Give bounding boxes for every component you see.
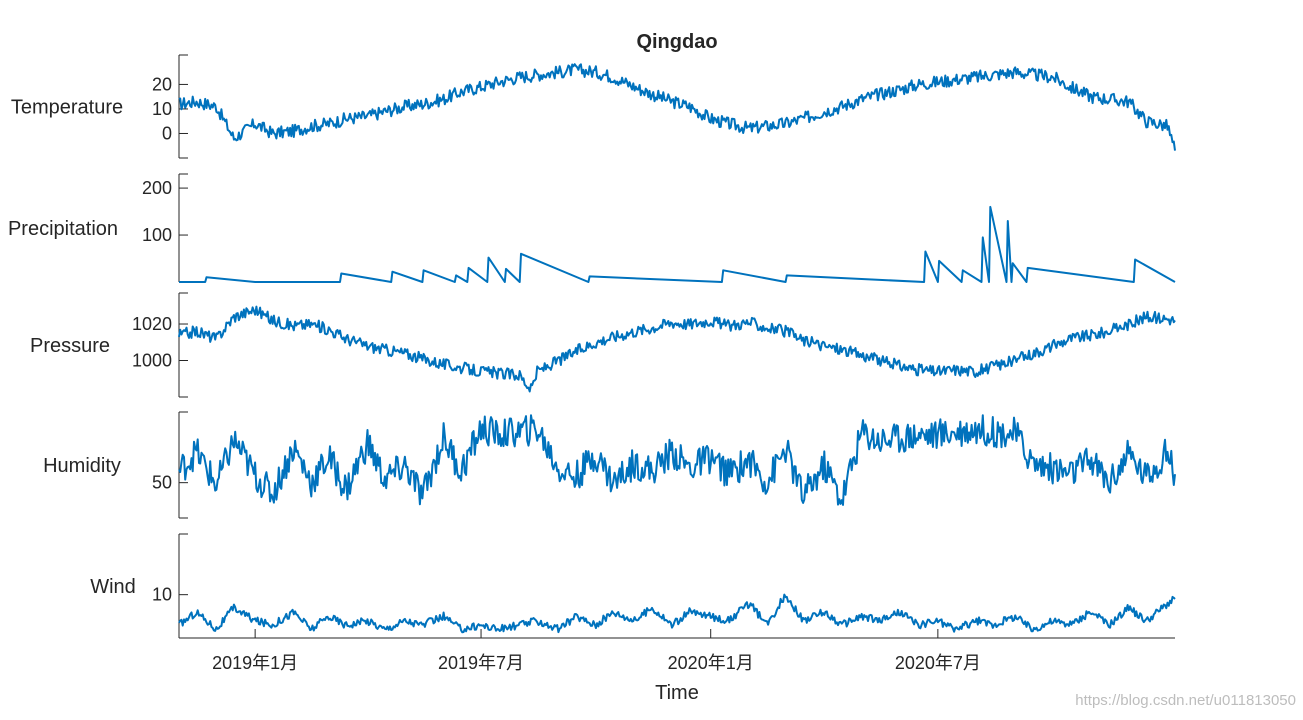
y-axis-label: Precipitation	[8, 218, 118, 240]
panel-pressure: 1000 1020 Pressure	[30, 292, 1176, 398]
x-axis-label: Time	[655, 682, 699, 704]
y-axis-label: Pressure	[30, 335, 110, 357]
y-tick-label: 1000	[132, 351, 172, 371]
panel-precipitation: 100 200 Precipitation	[8, 173, 1176, 283]
watermark-text: https://blog.csdn.net/u011813050	[1075, 692, 1296, 709]
y-tick-label: 100	[142, 225, 172, 245]
series-line-pressure	[178, 305, 1176, 393]
x-tick-label: 2020年1月	[668, 653, 754, 673]
x-tick-label: 2019年7月	[438, 653, 524, 673]
panel-temperature: 0 10 20 Temperature	[11, 54, 1176, 159]
panel-humidity: 50 Humidity	[43, 411, 1176, 519]
x-tick-label: 2020年7月	[895, 653, 981, 673]
series-line-wind	[178, 593, 1176, 634]
y-tick-label: 0	[162, 123, 172, 143]
series-line-precipitation	[179, 205, 1176, 283]
panel-wind: 10 Wind	[90, 533, 1176, 639]
series-line-humidity	[178, 414, 1176, 506]
y-axis-label: Temperature	[11, 97, 123, 119]
x-axis: 2019年1月 2019年7月 2020年1月 2020年7月	[179, 629, 1175, 673]
chart-title: Qingdao	[636, 31, 717, 53]
y-axis-label: Wind	[90, 576, 136, 598]
y-tick-label: 10	[152, 99, 172, 119]
x-tick-label: 2019年1月	[212, 653, 298, 673]
series-line-temperature	[178, 63, 1176, 151]
y-tick-label: 10	[152, 585, 172, 605]
y-axis-label: Humidity	[43, 455, 121, 477]
chart-panels: 01020Temperature100200Precipitation10001…	[8, 54, 1176, 639]
y-tick-label: 50	[152, 473, 172, 493]
y-tick-label: 200	[142, 178, 172, 198]
y-tick-label: 20	[152, 74, 172, 94]
y-tick-label: 1020	[132, 314, 172, 334]
